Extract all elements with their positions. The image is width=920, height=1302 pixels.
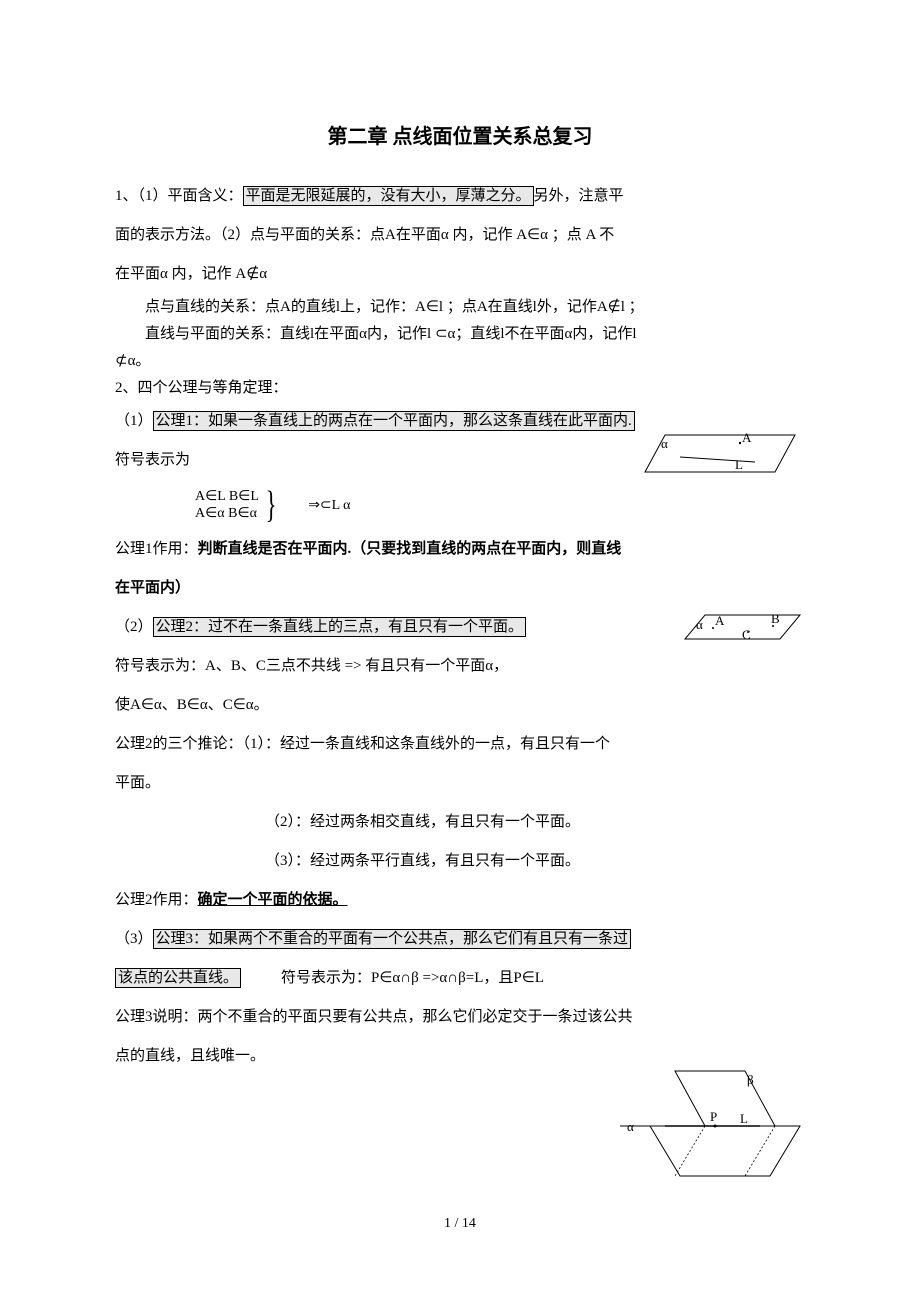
- p19-prefix: （3）: [115, 931, 153, 947]
- p18-underline: 确定一个平面的依据。: [198, 892, 348, 908]
- page-footer: 1 / 14: [0, 1216, 920, 1232]
- p7-box: 公理1：如果一条直线上的两点在一个平面内，那么这条直线在此平面内.: [153, 411, 635, 431]
- p9-prefix: 公理1作用：: [115, 541, 198, 557]
- math-line2: A∈α B∈α: [195, 505, 259, 522]
- svg-text:A: A: [715, 613, 725, 628]
- svg-text:α: α: [661, 436, 668, 451]
- svg-text:A: A: [742, 430, 752, 445]
- svg-text:L: L: [740, 1111, 748, 1126]
- svg-text:β: β: [747, 1072, 754, 1087]
- para-5b: ⊄α。: [115, 348, 805, 375]
- math-line1: A∈L B∈L: [195, 488, 259, 505]
- p11-prefix: （2）: [115, 619, 153, 635]
- para-20: 该点的公共直线。 符号表示为：P∈α∩β =>α∩β=L，且P∈L: [115, 959, 805, 998]
- para-10: 在平面内）: [115, 569, 805, 608]
- p9-bold: 判断直线是否在平面内.（只要找到直线的两点在平面内，则直线: [198, 541, 622, 557]
- p7-prefix: （1）: [115, 413, 153, 429]
- p1-box: 平面是无限延展的，没有大小，厚薄之分。: [243, 186, 534, 206]
- para-11: （2）公理2：过不在一条直线上的三点，有且只有一个平面。 α A C B: [115, 608, 805, 647]
- svg-text:L: L: [735, 457, 743, 472]
- para-5: 直线与平面的关系：直线l在平面α内，记作l ⊂α；直线l不在平面α内，记作l: [115, 321, 805, 348]
- svg-text:P: P: [710, 1109, 717, 1124]
- p1-suffix: 另外，注意平: [534, 188, 624, 204]
- svg-text:C: C: [742, 627, 751, 642]
- para-22: 点的直线，且线唯一。 β α P L: [115, 1037, 805, 1076]
- brace-icon: }: [266, 486, 277, 524]
- para-14: 公理2的三个推论：（1）：经过一条直线和这条直线外的一点，有且只有一个: [115, 725, 805, 764]
- p8-text: 符号表示为: [115, 452, 190, 468]
- p20-text: 符号表示为：P∈α∩β =>α∩β=L，且P∈L: [281, 970, 544, 986]
- svg-text:α: α: [627, 1119, 634, 1134]
- para-3: 在平面α 内，记作 A∉α: [115, 255, 805, 294]
- para-19: （3）公理3：如果两个不重合的平面有一个公共点，那么它们有且只有一条过: [115, 920, 805, 959]
- svg-text:B: B: [771, 611, 780, 626]
- svg-text:α: α: [696, 617, 703, 632]
- para-6: 2、四个公理与等角定理：: [115, 375, 805, 402]
- para-17: （3）：经过两条平行直线，有且只有一个平面。: [115, 842, 805, 881]
- math-row: A∈L B∈L A∈α B∈α } ⇒⊂L α A α L: [115, 480, 805, 530]
- math-result: ⇒⊂L α: [308, 497, 350, 514]
- p20-box: 该点的公共直线。: [115, 968, 241, 988]
- p22-text: 点的直线，且线唯一。: [115, 1048, 265, 1064]
- p11-box: 公理2：过不在一条直线上的三点，有且只有一个平面。: [153, 617, 527, 637]
- para-9: 公理1作用：判断直线是否在平面内.（只要找到直线的两点在平面内，则直线: [115, 530, 805, 569]
- para-4: 点与直线的关系：点A的直线l上，记作：A∈l ；点A在直线l外，记作A∉l ；: [115, 294, 805, 321]
- para-13: 使A∈α、B∈α、C∈α。: [115, 686, 805, 725]
- para-1: 1、（1）平面含义：平面是无限延展的，没有大小，厚薄之分。另外，注意平: [115, 177, 805, 216]
- p19-box: 公理3：如果两个不重合的平面有一个公共点，那么它们有且只有一条过: [153, 929, 632, 949]
- p18-prefix: 公理2作用：: [115, 892, 198, 908]
- para-15: 平面。: [115, 764, 805, 803]
- figure-2-parallelogram: α A C B: [675, 611, 805, 643]
- figure-3-planes: β α P L: [615, 1066, 805, 1186]
- para-21: 公理3说明：两个不重合的平面只要有公共点，那么它们必定交于一条过该公共: [115, 998, 805, 1037]
- para-12: 符号表示为：A、B、C三点不共线 => 有且只有一个平面α，: [115, 647, 805, 686]
- page-title: 第二章 点线面位置关系总复习: [115, 120, 805, 149]
- figure-1-parallelogram: A α L: [625, 430, 805, 480]
- para-2: 面的表示方法。（2）点与平面的关系：点A在平面α 内，记作 A∈α ；点 A 不: [115, 216, 805, 255]
- para-16: （2）：经过两条相交直线，有且只有一个平面。: [115, 803, 805, 842]
- p1-prefix: 1、（1）平面含义：: [115, 188, 243, 204]
- para-18: 公理2作用：确定一个平面的依据。: [115, 881, 805, 920]
